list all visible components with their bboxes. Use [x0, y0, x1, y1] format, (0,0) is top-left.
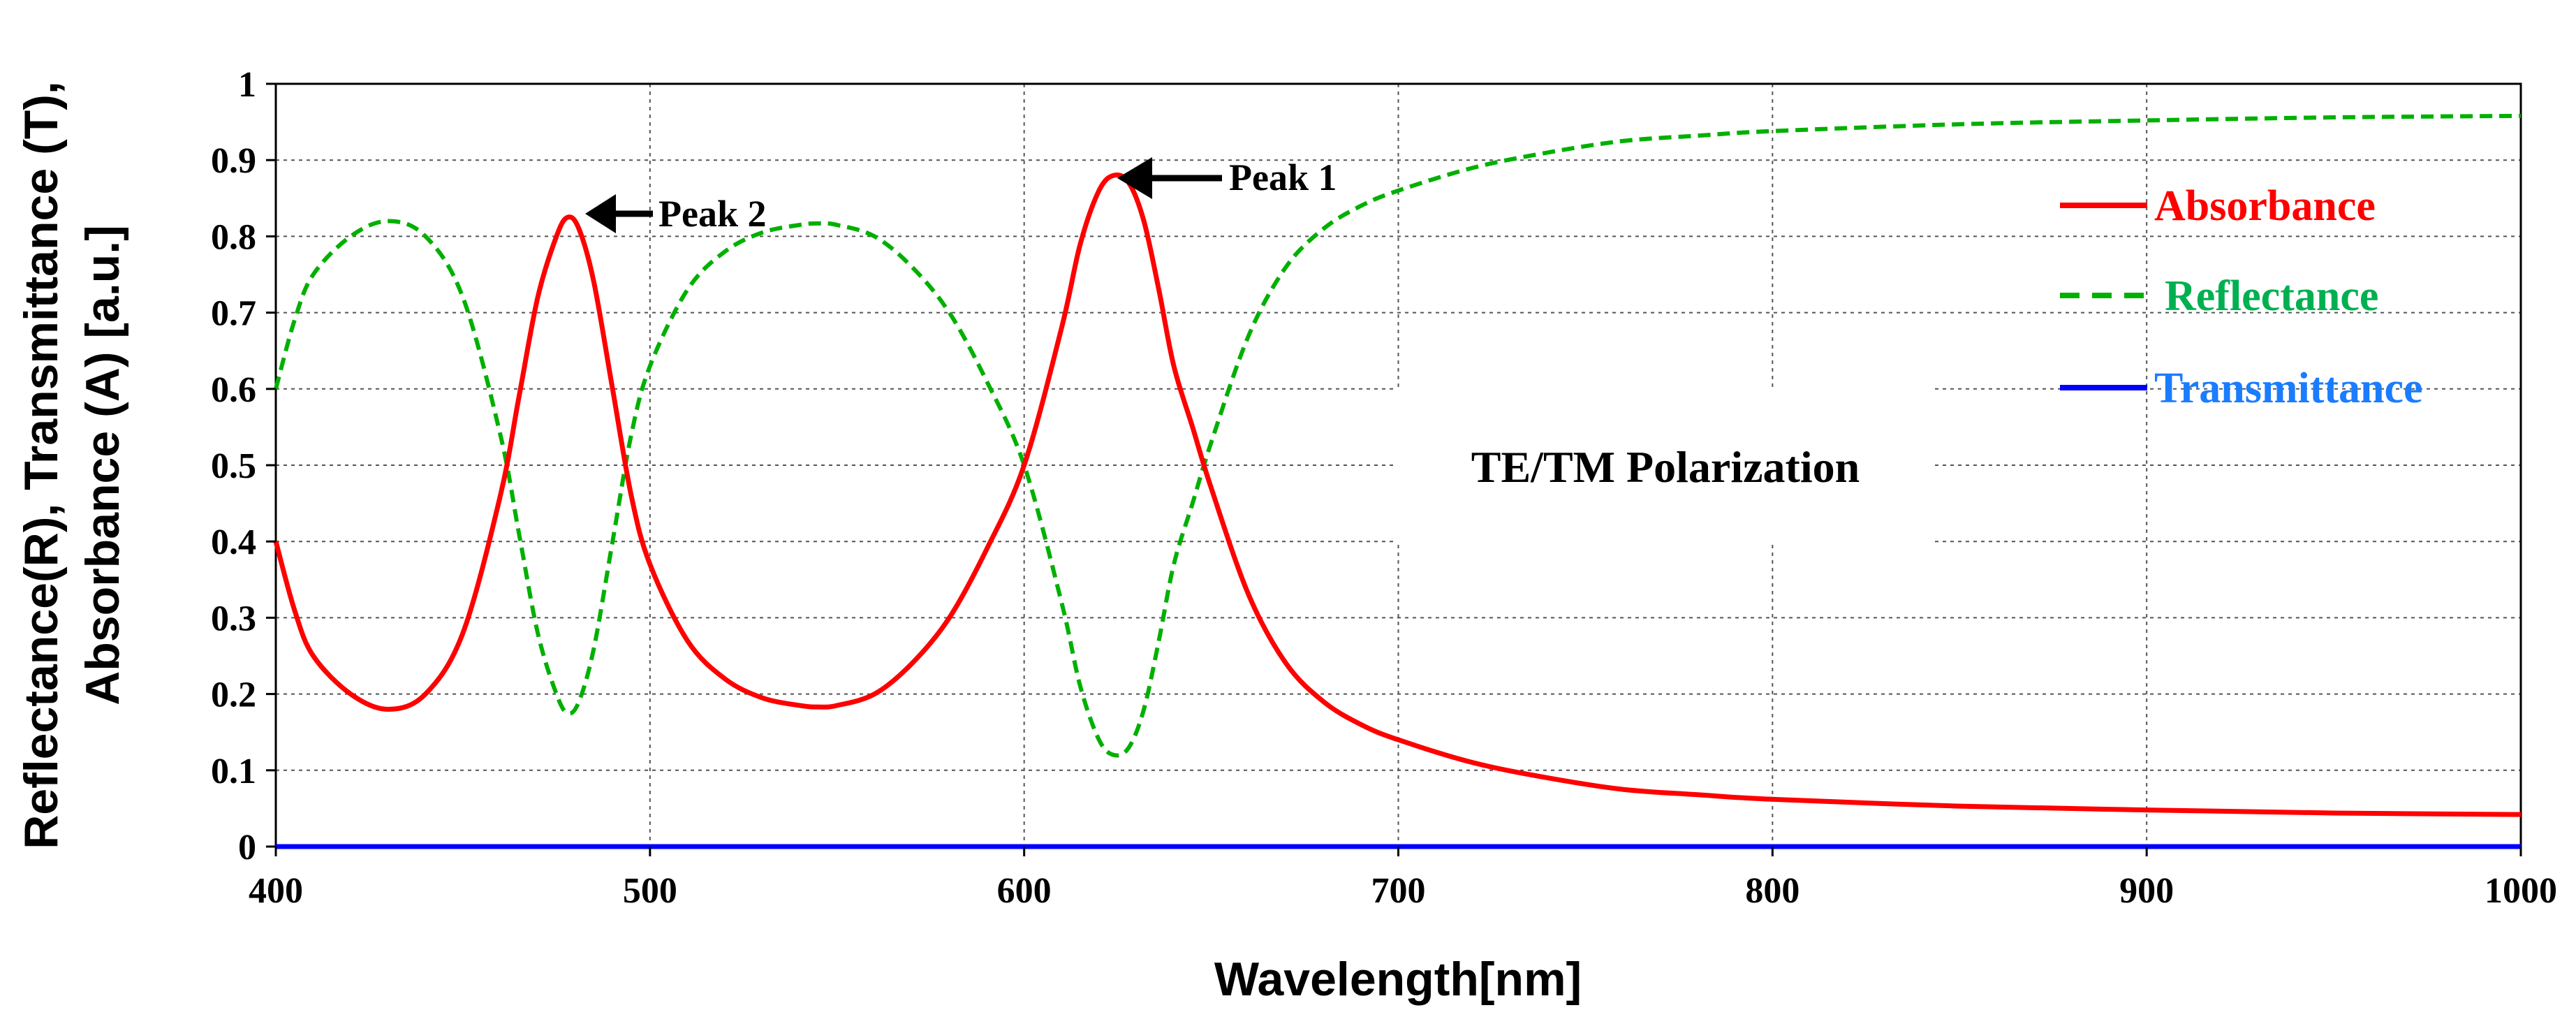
legend: Absorbance Reflectance Transmittance [2060, 182, 2423, 412]
x-tick-label: 700 [1371, 871, 1426, 911]
series-line-absorbance [273, 172, 2522, 817]
y-tick-label: 0.5 [211, 446, 256, 486]
y-tick-label: 0.6 [211, 370, 256, 410]
annotation-peak-2: Peak 2 [585, 193, 767, 235]
legend-absorbance-label: Absorbance [2154, 182, 2376, 230]
x-axis-title: Wavelength[nm] [1214, 953, 1582, 1006]
x-tick-label: 1000 [2485, 871, 2557, 911]
y-axis-title-line-2: Absorbance (A) [a.u.] [76, 225, 129, 705]
peak-2-label: Peak 2 [658, 193, 767, 235]
y-axis-title-line-1: Reflectance(R), Transmittance (T), [15, 81, 68, 849]
y-tick-label: 0.3 [211, 599, 256, 638]
legend-transmittance-label: Transmittance [2154, 365, 2423, 412]
inset-box [1397, 388, 1934, 545]
peak-1-arrowhead [1117, 157, 1152, 199]
x-tick-label: 600 [997, 871, 1052, 911]
y-tick-label: 0.7 [211, 294, 256, 334]
y-tick-label: 0.2 [211, 675, 256, 715]
annotation-peak-1: Peak 1 [1117, 156, 1337, 199]
y-tick-label: 1 [238, 65, 256, 105]
y-tick-label: 0.9 [211, 141, 256, 181]
y-tick-label: 0.8 [211, 217, 256, 257]
y-tick-label: 0.4 [211, 522, 256, 562]
ticks-layer: 0 0.1 0.2 0.3 0.4 0.5 0.6 0.7 0.8 0.9 1 400 500 600 70… [211, 65, 2557, 911]
peak-1-label: Peak 1 [1229, 156, 1337, 198]
x-tick-label: 400 [249, 871, 303, 911]
peak-2-arrowhead [585, 194, 616, 233]
x-tick-label: 500 [623, 871, 677, 911]
inset-label: TE/TM Polarization [1471, 442, 1860, 492]
series-line-reflectance [274, 113, 2522, 758]
y-tick-label: 0.1 [211, 752, 256, 791]
x-tick-label: 900 [2119, 871, 2174, 911]
y-tick-label: 0 [238, 828, 256, 868]
x-tick-label: 800 [1745, 871, 1799, 911]
legend-reflectance-label: Reflectance [2165, 272, 2378, 320]
